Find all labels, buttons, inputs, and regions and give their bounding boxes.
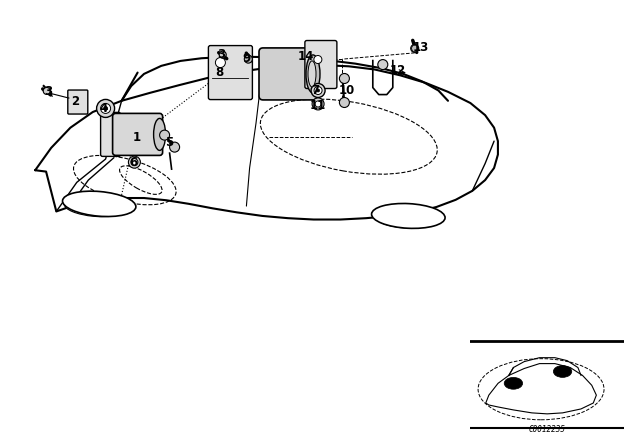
Text: 7: 7 bbox=[311, 84, 319, 97]
FancyBboxPatch shape bbox=[113, 113, 163, 155]
Ellipse shape bbox=[306, 55, 320, 93]
Circle shape bbox=[314, 86, 322, 95]
FancyBboxPatch shape bbox=[100, 112, 120, 156]
Ellipse shape bbox=[308, 61, 316, 87]
Circle shape bbox=[159, 130, 170, 140]
Circle shape bbox=[104, 107, 108, 110]
Circle shape bbox=[378, 60, 388, 69]
Text: 4: 4 bbox=[100, 102, 108, 115]
Circle shape bbox=[170, 142, 180, 152]
Circle shape bbox=[504, 377, 523, 389]
Polygon shape bbox=[486, 364, 596, 414]
Text: C0012235: C0012235 bbox=[529, 425, 566, 434]
Circle shape bbox=[131, 159, 138, 166]
Text: 11: 11 bbox=[309, 99, 326, 112]
Text: 8: 8 bbox=[215, 66, 223, 79]
Text: 6: 6 bbox=[129, 155, 137, 169]
Text: 5: 5 bbox=[166, 136, 173, 149]
Text: 14: 14 bbox=[298, 49, 314, 63]
Text: 12: 12 bbox=[390, 64, 406, 77]
Circle shape bbox=[44, 87, 50, 95]
Ellipse shape bbox=[154, 118, 166, 151]
Circle shape bbox=[315, 101, 321, 107]
Circle shape bbox=[554, 366, 572, 377]
Text: 10: 10 bbox=[339, 84, 355, 97]
Text: 2: 2 bbox=[72, 95, 79, 108]
Text: 3: 3 bbox=[44, 85, 52, 99]
Circle shape bbox=[244, 55, 252, 63]
Circle shape bbox=[339, 73, 349, 83]
FancyBboxPatch shape bbox=[259, 48, 317, 100]
Circle shape bbox=[339, 98, 349, 108]
Circle shape bbox=[312, 98, 324, 110]
Ellipse shape bbox=[372, 203, 445, 228]
Circle shape bbox=[311, 83, 325, 98]
Circle shape bbox=[97, 99, 115, 117]
Ellipse shape bbox=[63, 191, 136, 216]
Ellipse shape bbox=[376, 209, 436, 228]
Text: 9: 9 bbox=[243, 52, 250, 65]
Text: 1: 1 bbox=[132, 131, 140, 144]
Ellipse shape bbox=[65, 197, 125, 217]
Circle shape bbox=[317, 89, 319, 92]
Text: 3: 3 bbox=[217, 48, 225, 61]
FancyBboxPatch shape bbox=[305, 40, 337, 89]
Circle shape bbox=[216, 58, 225, 68]
FancyBboxPatch shape bbox=[68, 90, 88, 114]
Circle shape bbox=[411, 44, 419, 52]
Circle shape bbox=[100, 103, 111, 113]
Text: 13: 13 bbox=[413, 41, 429, 55]
Circle shape bbox=[129, 156, 140, 168]
Circle shape bbox=[220, 51, 226, 58]
FancyBboxPatch shape bbox=[209, 46, 252, 99]
Circle shape bbox=[314, 56, 322, 64]
